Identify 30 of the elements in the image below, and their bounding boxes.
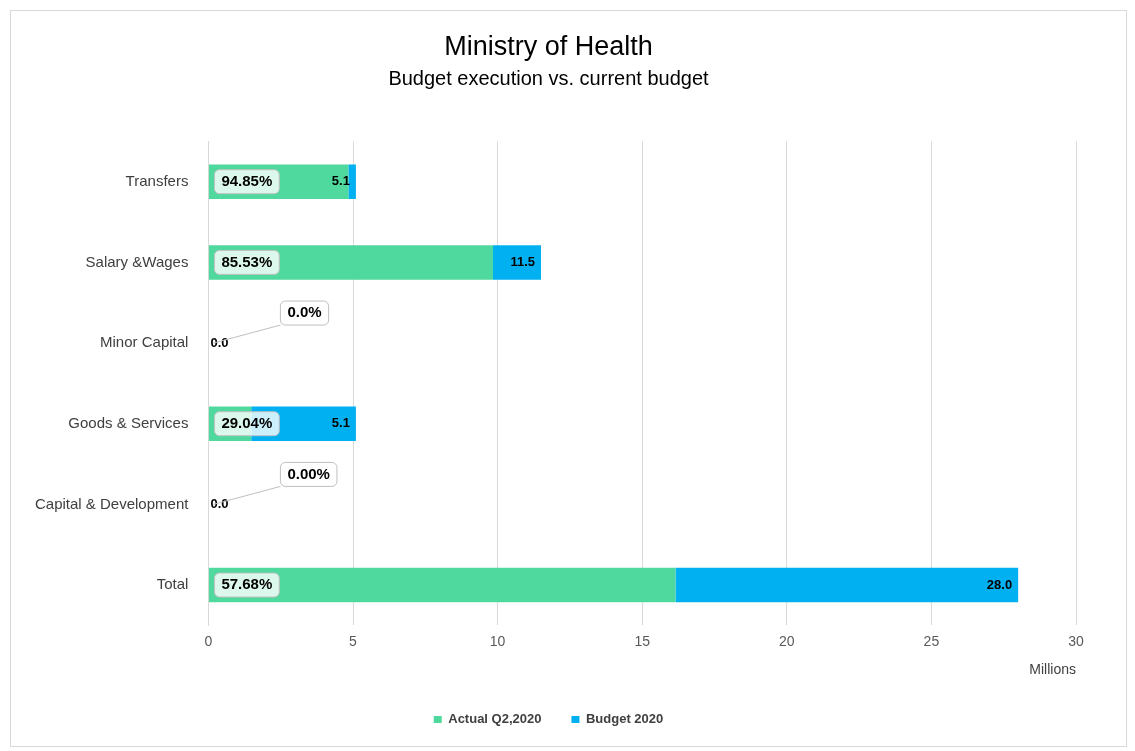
annotation: 0.00% [287,464,330,482]
annotation: 94.85% [221,171,273,189]
x-tick-label: 0 [204,632,213,649]
chart-title: Ministry of Health [444,30,653,61]
total-label: 11.5 [510,253,535,269]
annotation: 57.68% [221,575,273,593]
total-label: 0.0 [210,334,229,350]
x-tick-label: 5 [349,632,358,649]
y-tick-label: Salary &Wages [85,252,189,270]
total-label: 28.0 [986,576,1013,592]
chart-subtitle: Budget execution vs. current budget [388,66,710,89]
total-label: 0.0 [210,495,229,511]
annotation: 85.53% [221,252,273,270]
y-tick-label: Total [156,575,189,593]
x-tick-label: 10 [489,632,506,649]
y-tick-label: Minor Capital [100,333,189,351]
x-axis-title: Millions [1029,661,1076,678]
legend-label: Budget 2020 [585,711,664,727]
x-tick-label: 20 [779,632,795,649]
annotation: 29.04% [221,413,273,431]
legend-label: Actual Q2,2020 [448,711,542,727]
y-tick-label: Goods & Services [68,413,189,431]
x-tick-label: 30 [1068,632,1084,649]
total-label: 5.1 [331,173,350,189]
y-tick-label: Transfers [125,171,189,189]
x-tick-label: 15 [634,632,651,649]
y-tick-label: Capital & Development [34,494,190,512]
total-label: 5.1 [331,415,350,431]
annotation: 0.0% [287,303,322,321]
x-tick-label: 25 [923,632,940,649]
